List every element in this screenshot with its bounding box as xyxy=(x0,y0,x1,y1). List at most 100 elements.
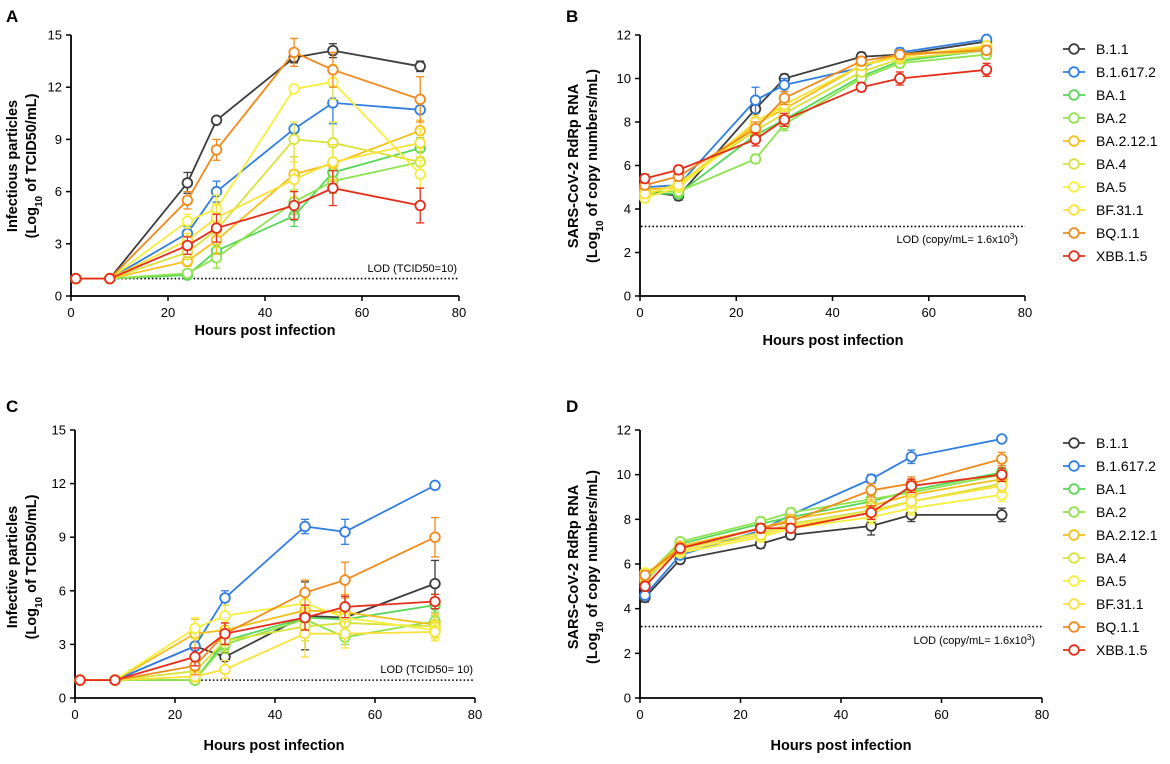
legend-item: XBB.1.5 xyxy=(1063,642,1148,658)
legend-item: B.1.617.2 xyxy=(1063,458,1156,474)
legend-label: BA.2.12.1 xyxy=(1096,133,1158,149)
series-line xyxy=(75,101,421,280)
y-tick-label: 3 xyxy=(55,236,62,251)
y-tick-label: 3 xyxy=(59,637,66,652)
legend-item: BF.31.1 xyxy=(1063,596,1144,612)
series-xbb-1-5 xyxy=(70,170,426,285)
data-point xyxy=(219,627,231,640)
series-bq-1-1 xyxy=(639,451,1008,581)
data-point xyxy=(210,144,223,156)
data-point xyxy=(74,674,86,686)
panel-d-x-axis-title: Hours post infection xyxy=(771,738,912,754)
panel-c: C 0 3 6 9 12 15 0 20 40 60 80 Hours post infection… xyxy=(5,397,482,754)
legend-label: B.1.617.2 xyxy=(1096,458,1156,474)
panel-a-y-axis-title-line1: Infectious particles xyxy=(5,100,21,232)
legend-item: B.1.1 xyxy=(1063,435,1129,451)
data-point xyxy=(327,156,339,168)
panel-a-lod-label: LOD (TCID50=10) xyxy=(367,263,457,275)
legend-marker xyxy=(1068,135,1080,147)
legend-marker xyxy=(1068,43,1080,55)
series-line xyxy=(644,68,987,180)
legend-marker xyxy=(1068,529,1080,541)
series-ba-2 xyxy=(639,467,1008,584)
data-point xyxy=(339,601,351,613)
legend-marker xyxy=(1068,506,1080,518)
data-point xyxy=(980,44,993,56)
y-tick-label: 0 xyxy=(624,691,631,706)
legend-marker xyxy=(1068,437,1080,449)
data-point xyxy=(339,526,351,538)
data-point xyxy=(288,83,300,95)
series-line xyxy=(644,458,1003,576)
panel-a-plot-area: 0 3 6 9 12 15 0 20 40 60 80 xyxy=(48,28,467,321)
series-line xyxy=(75,49,421,280)
legend-item: BQ.1.1 xyxy=(1063,619,1140,635)
legend-label: B.1.1 xyxy=(1096,435,1129,451)
legend-top: B.1.1 B.1.617.2 BA.1 BA.2 BA.2.12.1 BA.4… xyxy=(1063,41,1158,264)
data-point xyxy=(639,172,651,185)
panel-d-y-axis-title-line2: (Log10 of copy numbers/mL) xyxy=(585,470,606,664)
legend-marker xyxy=(1068,644,1080,656)
legend-label: BQ.1.1 xyxy=(1096,619,1140,635)
legend-item: BA.4 xyxy=(1063,550,1127,566)
data-point xyxy=(299,520,311,533)
series-line xyxy=(644,513,1002,599)
legend-label: B.1.617.2 xyxy=(1096,64,1156,80)
panel-c-plot-area: 0 3 6 9 12 15 0 20 40 60 80 xyxy=(52,423,483,723)
legend-marker xyxy=(1068,181,1080,193)
panel-d-lod-label: LOD (copy/mL= 1.6x103) xyxy=(913,633,1035,648)
data-point xyxy=(288,46,300,59)
legend-item: BA.2.12.1 xyxy=(1063,133,1158,149)
legend-item: BA.2.12.1 xyxy=(1063,527,1158,543)
data-point xyxy=(181,267,194,280)
x-tick-label: 20 xyxy=(161,305,175,320)
data-point xyxy=(674,542,686,555)
data-point xyxy=(778,79,791,91)
y-tick-label: 4 xyxy=(624,601,631,616)
legend-marker xyxy=(1068,483,1080,495)
data-point xyxy=(785,522,797,534)
panel-b-plot-area: 0 2 4 6 8 10 12 0 20 40 60 80 xyxy=(617,28,1033,321)
data-point xyxy=(865,506,877,519)
x-tick-label: 0 xyxy=(71,707,78,722)
series-ba-5 xyxy=(70,63,426,285)
x-tick-label: 20 xyxy=(733,707,747,722)
data-point xyxy=(429,595,441,608)
data-point xyxy=(905,495,918,508)
data-point xyxy=(299,611,311,624)
legend-item: BA.2 xyxy=(1063,110,1127,126)
legend-label: BQ.1.1 xyxy=(1096,225,1140,241)
data-point xyxy=(996,433,1008,445)
data-point xyxy=(181,215,194,227)
data-point xyxy=(894,48,906,61)
data-point xyxy=(429,577,441,590)
panel-b-letter: B xyxy=(566,7,578,26)
data-point xyxy=(104,272,116,285)
series-b-1-617-2 xyxy=(639,433,1008,601)
data-point xyxy=(299,586,311,599)
y-tick-label: 12 xyxy=(52,476,66,491)
legend-item: BQ.1.1 xyxy=(1063,225,1140,241)
panel-c-letter: C xyxy=(6,397,18,416)
data-point xyxy=(288,133,300,146)
data-point xyxy=(210,222,223,234)
panel-a: A 0 3 6 9 12 15 0 20 40 60 80 Hours post infection… xyxy=(5,7,466,339)
y-tick-label: 9 xyxy=(55,132,62,147)
data-point xyxy=(327,64,339,76)
series-line xyxy=(644,44,987,195)
panel-b-y-axis-title-line2: (Log10 of copy numbers/mL) xyxy=(585,69,606,263)
data-point xyxy=(327,182,339,194)
legend-marker xyxy=(1068,250,1080,262)
legend-bottom: B.1.1 B.1.617.2 BA.1 BA.2 BA.2.12.1 BA.4… xyxy=(1063,435,1158,658)
series-xbb-1-5 xyxy=(639,62,993,185)
x-tick-label: 60 xyxy=(934,707,948,722)
y-tick-label: 0 xyxy=(59,691,66,706)
data-point xyxy=(109,674,121,686)
legend-label: BA.1 xyxy=(1096,481,1127,497)
data-point xyxy=(778,92,791,104)
panel-d-plot-area: 0 2 4 6 8 10 12 0 20 40 60 80 xyxy=(617,423,1050,723)
data-point xyxy=(865,473,877,485)
y-tick-label: 6 xyxy=(624,557,631,572)
legend-label: XBB.1.5 xyxy=(1096,248,1148,264)
data-point xyxy=(855,55,868,67)
